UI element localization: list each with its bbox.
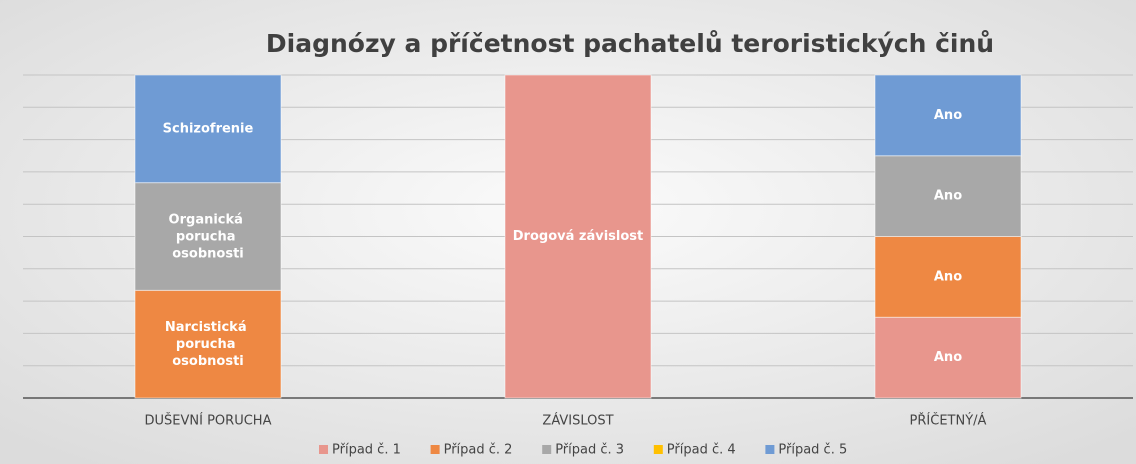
bar-segment bbox=[874, 236, 1022, 318]
legend-label: Případ č. 2 bbox=[444, 443, 513, 458]
x-tick-label: DUŠEVNÍ PORUCHA bbox=[145, 413, 272, 429]
legend-label: Případ č. 3 bbox=[555, 443, 624, 458]
data-label: Ano bbox=[934, 350, 962, 365]
chart-title: Diagnózy a příčetnost pachatelů terorist… bbox=[266, 29, 994, 58]
legend-swatch bbox=[319, 445, 328, 454]
bar-segment bbox=[874, 155, 1022, 237]
legend-swatch bbox=[542, 445, 552, 454]
data-label: Ano bbox=[934, 189, 962, 204]
bar-segment bbox=[134, 74, 282, 184]
x-tick-label: ZÁVISLOST bbox=[542, 413, 613, 429]
legend-label: Případ č. 4 bbox=[667, 443, 736, 458]
bar-segment bbox=[874, 74, 1022, 157]
data-label: Schizofrenie bbox=[163, 121, 254, 136]
legend-swatch bbox=[765, 445, 775, 454]
bar-segment bbox=[504, 74, 652, 399]
legend-label: Případ č. 1 bbox=[332, 443, 401, 458]
data-label: Drogová závislost bbox=[513, 229, 644, 244]
bar-segment bbox=[874, 316, 1022, 399]
data-label: Organická porucha osobnosti bbox=[169, 212, 248, 261]
legend-label: Případ č. 5 bbox=[778, 443, 847, 458]
legend-swatch bbox=[653, 445, 663, 454]
legend-swatch bbox=[430, 445, 440, 454]
bar-segment bbox=[134, 289, 282, 399]
data-label: Ano bbox=[934, 269, 962, 284]
x-tick-label: PŘÍČETNÝ/Á bbox=[910, 413, 987, 429]
data-label: Narcistická porucha osobnosti bbox=[165, 320, 251, 369]
bar-segment bbox=[134, 182, 282, 291]
data-label: Ano bbox=[934, 108, 962, 123]
